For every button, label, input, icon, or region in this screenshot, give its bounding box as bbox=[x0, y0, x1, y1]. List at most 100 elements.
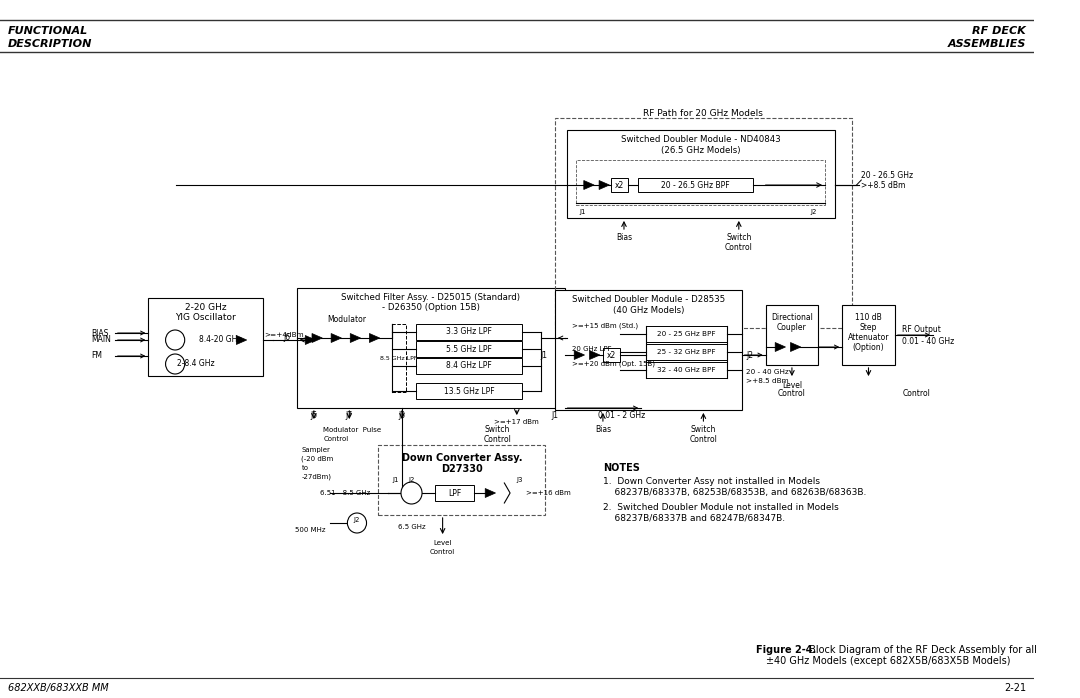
Text: J3: J3 bbox=[399, 412, 405, 420]
Bar bbox=[416, 383, 522, 399]
Text: to: to bbox=[301, 465, 309, 471]
Text: RF Output: RF Output bbox=[903, 325, 942, 334]
Circle shape bbox=[165, 354, 185, 374]
Text: 2-8.4 GHz: 2-8.4 GHz bbox=[177, 359, 215, 369]
Text: 0.01 - 40 GHz: 0.01 - 40 GHz bbox=[903, 338, 955, 346]
Text: - D26350 (Option 15B): - D26350 (Option 15B) bbox=[381, 304, 480, 313]
Polygon shape bbox=[237, 336, 246, 345]
Polygon shape bbox=[584, 181, 594, 189]
Text: -27dBm): -27dBm) bbox=[301, 474, 332, 480]
Text: 8.4-20 GHz: 8.4-20 GHz bbox=[199, 336, 241, 345]
Text: Control: Control bbox=[689, 434, 717, 443]
Text: 0.01 - 2 GHz: 0.01 - 2 GHz bbox=[598, 412, 646, 420]
Text: Control: Control bbox=[324, 436, 349, 442]
Text: LPF: LPF bbox=[448, 489, 461, 498]
Circle shape bbox=[348, 513, 366, 533]
Text: Level: Level bbox=[433, 540, 451, 546]
Text: 110 dB: 110 dB bbox=[855, 313, 882, 322]
Text: (-20 dBm: (-20 dBm bbox=[301, 456, 334, 462]
Text: NOTES: NOTES bbox=[603, 463, 639, 473]
Text: Sampler: Sampler bbox=[301, 447, 330, 453]
Text: 68237B/68337B and 68247B/68347B.: 68237B/68337B and 68247B/68347B. bbox=[603, 514, 785, 523]
Bar bbox=[297, 288, 565, 408]
Circle shape bbox=[401, 482, 422, 504]
Bar bbox=[646, 362, 727, 378]
Bar bbox=[610, 178, 627, 192]
Text: 2.  Switched Doubler Module not installed in Models: 2. Switched Doubler Module not installed… bbox=[603, 503, 839, 512]
Text: 20 - 26.5 GHz BPF: 20 - 26.5 GHz BPF bbox=[661, 181, 730, 189]
Text: J7: J7 bbox=[346, 412, 353, 420]
Text: Modulator: Modulator bbox=[327, 315, 366, 325]
Text: Switch: Switch bbox=[485, 426, 511, 434]
Bar bbox=[638, 178, 753, 192]
Text: >=+15 dBm (Std.): >=+15 dBm (Std.) bbox=[572, 322, 638, 329]
Bar bbox=[416, 341, 522, 357]
Text: J6: J6 bbox=[284, 334, 291, 343]
Text: DESCRIPTION: DESCRIPTION bbox=[8, 39, 92, 49]
Text: 20 - 26.5 GHz: 20 - 26.5 GHz bbox=[862, 170, 914, 179]
Text: J1: J1 bbox=[392, 477, 399, 483]
Text: 5.5 GHz LPF: 5.5 GHz LPF bbox=[446, 345, 491, 353]
Polygon shape bbox=[332, 334, 341, 343]
Text: J2: J2 bbox=[354, 517, 360, 523]
Text: >=+17 dBm: >=+17 dBm bbox=[495, 419, 539, 425]
Text: Directional: Directional bbox=[771, 313, 813, 322]
Text: 2-21: 2-21 bbox=[1003, 683, 1026, 693]
Bar bbox=[603, 348, 620, 362]
Bar bbox=[435, 485, 474, 501]
Text: 20 - 40 GHz: 20 - 40 GHz bbox=[746, 369, 789, 375]
Text: x2: x2 bbox=[607, 350, 617, 359]
Bar bbox=[766, 305, 819, 365]
Text: Switched Filter Assy. - D25015 (Standard): Switched Filter Assy. - D25015 (Standard… bbox=[341, 293, 521, 302]
Text: Switch: Switch bbox=[691, 426, 716, 434]
Text: RF Path for 20 GHz Models: RF Path for 20 GHz Models bbox=[644, 108, 764, 117]
Text: x2: x2 bbox=[615, 181, 624, 189]
Text: ±40 GHz Models (except 682X5B/683X5B Models): ±40 GHz Models (except 682X5B/683X5B Mod… bbox=[766, 656, 1010, 666]
Text: 8.4 GHz LPF: 8.4 GHz LPF bbox=[446, 362, 491, 371]
Circle shape bbox=[165, 330, 185, 350]
Bar bbox=[646, 344, 727, 360]
Text: J1: J1 bbox=[579, 209, 585, 215]
Text: Control: Control bbox=[430, 549, 456, 555]
Text: MAIN: MAIN bbox=[91, 336, 111, 345]
Text: Modulator  Pulse: Modulator Pulse bbox=[324, 427, 381, 433]
Text: Control: Control bbox=[778, 389, 806, 399]
Polygon shape bbox=[791, 343, 801, 352]
Text: >=+20 dBm (Opt. 15B): >=+20 dBm (Opt. 15B) bbox=[572, 361, 656, 367]
Bar bbox=[148, 298, 264, 376]
Text: Attenuator: Attenuator bbox=[848, 332, 889, 341]
Text: 13.5 GHz LPF: 13.5 GHz LPF bbox=[444, 387, 495, 396]
Polygon shape bbox=[599, 181, 609, 189]
Bar bbox=[576, 160, 825, 205]
Polygon shape bbox=[350, 334, 361, 343]
Text: (40 GHz Models): (40 GHz Models) bbox=[612, 306, 684, 315]
Text: Step: Step bbox=[860, 322, 877, 332]
Text: J1: J1 bbox=[540, 350, 548, 359]
Text: 25 - 32 GHz BPF: 25 - 32 GHz BPF bbox=[658, 349, 716, 355]
Text: 32 - 40 GHz BPF: 32 - 40 GHz BPF bbox=[658, 367, 716, 373]
Bar bbox=[416, 358, 522, 374]
Text: Control: Control bbox=[484, 434, 512, 443]
Polygon shape bbox=[590, 350, 599, 359]
Text: Figure 2-4.: Figure 2-4. bbox=[756, 645, 816, 655]
Text: FM: FM bbox=[91, 352, 102, 360]
Text: >+8.5 dBm: >+8.5 dBm bbox=[862, 181, 906, 189]
Polygon shape bbox=[312, 334, 322, 343]
Text: Level: Level bbox=[782, 380, 802, 389]
Text: (Option): (Option) bbox=[853, 343, 885, 352]
Polygon shape bbox=[306, 336, 315, 345]
Text: D27330: D27330 bbox=[441, 464, 483, 474]
Text: J2: J2 bbox=[408, 477, 415, 483]
Polygon shape bbox=[575, 350, 584, 359]
Text: BIAS: BIAS bbox=[91, 329, 108, 338]
Text: Switched Doubler Module - D28535: Switched Doubler Module - D28535 bbox=[571, 295, 725, 304]
Text: J3: J3 bbox=[516, 477, 523, 483]
Text: >=+16 dBm: >=+16 dBm bbox=[526, 490, 571, 496]
Text: 20 GHz LPF: 20 GHz LPF bbox=[572, 346, 612, 352]
Text: RF DECK: RF DECK bbox=[972, 26, 1026, 36]
Bar bbox=[555, 290, 742, 410]
Bar bbox=[416, 324, 522, 340]
Text: 500 MHz: 500 MHz bbox=[295, 527, 325, 533]
Text: Control: Control bbox=[903, 389, 930, 399]
Text: 3.3 GHz LPF: 3.3 GHz LPF bbox=[446, 327, 491, 336]
